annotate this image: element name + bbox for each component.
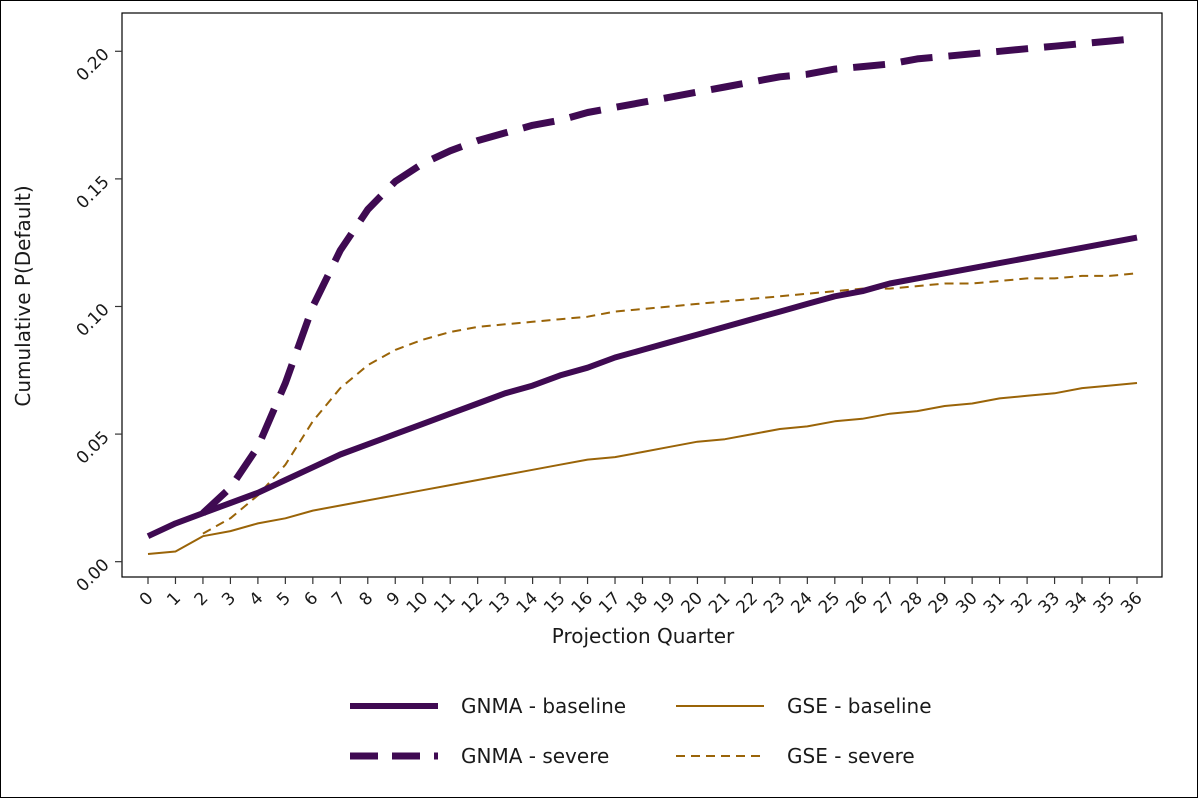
y-tick-label: 0.15 — [73, 172, 114, 213]
legend-item: GNMA - severe — [350, 744, 609, 768]
x-tick-label: 34 — [1062, 588, 1091, 617]
x-tick-label: 0 — [136, 588, 158, 610]
legend-label: GNMA - severe — [461, 744, 609, 768]
x-tick-label: 32 — [1007, 588, 1036, 617]
x-tick-label: 35 — [1090, 588, 1119, 617]
series-line-gse-baseline — [147, 382, 1138, 555]
y-tick-label: 0.05 — [73, 427, 114, 468]
legend-item: GSE - severe — [676, 744, 915, 768]
y-tick-label: 0.00 — [73, 555, 114, 596]
x-tick-label: 33 — [1035, 588, 1064, 617]
x-tick-label: 10 — [403, 588, 432, 617]
legend-label: GSE - baseline — [787, 694, 932, 718]
axes-layer: 0.000.050.100.150.200 1 2 3 4 5 6 7 8 91011121314… — [73, 45, 1147, 618]
x-tick-label: 17 — [595, 588, 624, 617]
y-tick-label: 0.20 — [73, 45, 114, 86]
legend-item: GSE - baseline — [676, 694, 932, 718]
x-tick-label: 8 — [356, 588, 378, 610]
x-tick-label: 3 — [218, 588, 240, 610]
x-tick-label: 6 — [301, 588, 323, 610]
y-axis-title: Cumulative P(Default) — [11, 185, 35, 406]
x-tick-label: 25 — [815, 588, 844, 617]
legend: GNMA - baseline GSE - baseline GNMA - seve… — [350, 694, 932, 768]
x-tick-label: 16 — [568, 588, 597, 617]
x-tick-label: 23 — [760, 588, 789, 617]
x-tick-label: 26 — [842, 588, 871, 617]
legend-label: GNMA - baseline — [461, 694, 626, 718]
x-tick-label: 9 — [383, 588, 405, 610]
x-tick-label: 1 — [163, 588, 185, 610]
x-tick-label: 20 — [678, 588, 707, 617]
x-tick-label: 29 — [925, 588, 954, 617]
x-tick-label: 18 — [623, 588, 652, 617]
y-tick-label: 0.10 — [73, 300, 114, 341]
x-tick-label: 21 — [705, 588, 734, 617]
x-tick-label: 30 — [952, 588, 981, 617]
x-tick-label: 11 — [430, 588, 459, 617]
legend-label: GSE - severe — [787, 744, 915, 768]
x-tick-label: 12 — [458, 588, 487, 617]
x-tick-label: 28 — [897, 588, 926, 617]
x-tick-label: 5 — [273, 588, 295, 610]
series-line-gnma-severe — [200, 35, 1138, 516]
series-line-gnma-baseline — [146, 234, 1138, 539]
x-tick-label: 36 — [1117, 588, 1146, 617]
x-tick-label: 4 — [246, 588, 268, 610]
x-tick-label: 27 — [870, 588, 899, 617]
x-tick-label: 24 — [787, 588, 816, 617]
x-tick-label: 14 — [513, 588, 542, 617]
series-layer — [146, 35, 1138, 555]
x-tick-label: 31 — [980, 588, 1009, 617]
x-tick-label: 2 — [191, 588, 213, 610]
x-tick-label: 19 — [650, 588, 679, 617]
plot-area — [121, 12, 1163, 578]
x-tick-label: 7 — [328, 588, 350, 610]
x-tick-label: 13 — [485, 588, 514, 617]
plot-border — [121, 12, 1163, 578]
legend-item: GNMA - baseline — [350, 694, 626, 718]
series-line-gse-severe — [202, 272, 1138, 535]
x-tick-label: 22 — [732, 588, 761, 617]
x-axis-title: Projection Quarter — [552, 624, 735, 648]
x-tick-label: 15 — [540, 588, 569, 617]
